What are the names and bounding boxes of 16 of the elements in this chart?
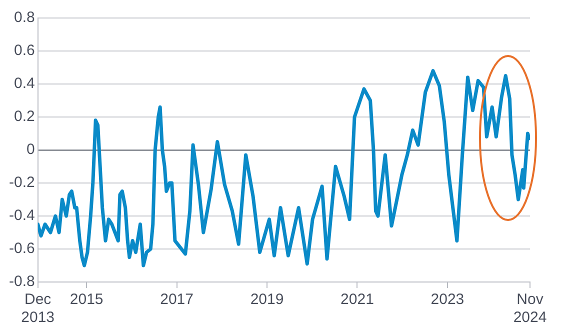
y-tick-label: 0.2 <box>14 108 35 126</box>
y-tick-label: 0.6 <box>14 42 35 60</box>
x-tick-label: 2021 <box>340 291 374 308</box>
x-tick-label: 2023 <box>430 291 464 308</box>
x-tick-label: 2017 <box>160 291 194 308</box>
y-tick-label: 0 <box>26 141 35 158</box>
y-tick-label: 0.4 <box>14 75 35 92</box>
x-tick-label: Nov 2024 <box>513 291 547 326</box>
y-tick-label: -0.6 <box>8 240 35 258</box>
y-tick-label: -0.2 <box>8 174 35 192</box>
x-tick-label: 2015 <box>70 291 104 308</box>
y-tick-label: -0.8 <box>8 273 35 290</box>
x-tick-label: Dec 2013 <box>21 291 55 326</box>
y-tick-label: 0.8 <box>14 9 35 26</box>
x-tick-label: 2019 <box>250 291 284 308</box>
y-tick-label: -0.4 <box>8 207 35 224</box>
